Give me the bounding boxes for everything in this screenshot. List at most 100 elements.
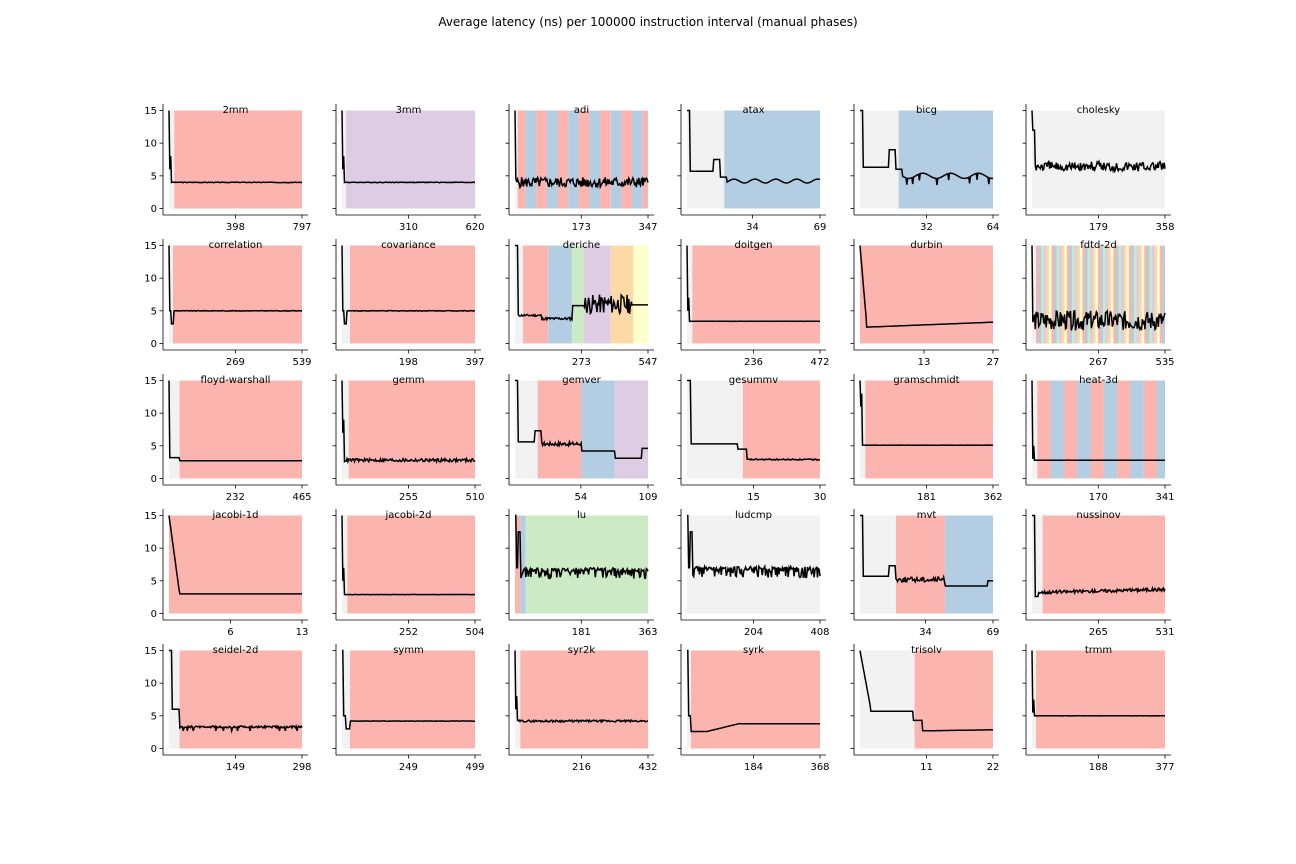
subplot-jacobi-2d: 252 504 jacobi-2d <box>332 509 485 638</box>
phase-band <box>349 650 475 749</box>
phase-band <box>536 110 547 209</box>
subplot-title: correlation <box>209 240 263 251</box>
phase-band <box>584 245 611 344</box>
phase-band <box>1077 245 1080 344</box>
x-tick-label: 30 <box>814 492 827 503</box>
series-line <box>860 514 993 587</box>
y-tick-label: 0 <box>151 339 157 350</box>
phase-band <box>520 650 648 749</box>
phase-band <box>515 110 518 209</box>
phase-band <box>1056 245 1060 344</box>
phase-band <box>1105 245 1109 344</box>
phase-band <box>742 380 820 479</box>
series-line <box>859 650 993 732</box>
x-tick-label: 298 <box>292 762 311 773</box>
subplot-covariance: 198 397 covariance <box>332 239 485 368</box>
phase-band <box>1032 380 1038 479</box>
subplot-adi: 173 347 adi <box>505 104 658 233</box>
x-tick-label: 377 <box>1155 762 1174 773</box>
series-line <box>341 380 476 465</box>
phase-band <box>174 110 302 209</box>
phase-band <box>515 245 523 344</box>
phase-band <box>600 110 611 209</box>
phase-band <box>860 110 899 209</box>
x-tick-label: 64 <box>987 222 1000 233</box>
phase-band <box>568 110 579 209</box>
phase-band <box>1046 245 1049 344</box>
x-tick-label: 181 <box>917 492 936 503</box>
series-line <box>168 380 302 462</box>
phase-band <box>1144 245 1147 344</box>
subplot-title: cholesky <box>1077 105 1121 116</box>
x-tick-label: 69 <box>987 627 1000 638</box>
y-tick-label: 15 <box>144 511 157 522</box>
phase-band <box>1108 245 1111 344</box>
x-tick-label: 188 <box>1089 762 1108 773</box>
phase-band <box>342 650 350 749</box>
series-line <box>1031 245 1166 332</box>
x-tick-label: 269 <box>226 357 245 368</box>
phase-band <box>1087 245 1091 344</box>
series-line <box>515 514 649 580</box>
x-tick-label: 204 <box>744 627 763 638</box>
subplot-lu: 181 363 lu <box>505 509 658 638</box>
phase-band <box>169 650 180 749</box>
phase-band <box>1066 245 1070 344</box>
subplot-trisolv: 11 22 trisolv <box>850 644 999 773</box>
figure-title: Average latency (ns) per 100000 instruct… <box>438 15 858 29</box>
y-tick-label: 0 <box>151 609 157 620</box>
subplot-heat-3d: 170 341 heat-3d <box>1022 374 1175 503</box>
phase-band <box>342 245 350 344</box>
phase-band <box>1100 245 1104 344</box>
x-tick-label: 255 <box>399 492 418 503</box>
subplot-symm: 249 499 symm <box>332 644 485 773</box>
phase-band <box>687 380 743 479</box>
phase-band <box>1110 245 1114 344</box>
x-tick-label: 620 <box>465 222 484 233</box>
phase-band <box>1123 245 1127 344</box>
subplot-title: jacobi-2d <box>385 510 432 521</box>
phase-band <box>610 110 622 209</box>
x-tick-label: 15 <box>747 492 760 503</box>
x-tick-label: 184 <box>744 762 763 773</box>
x-tick-label: 69 <box>814 222 827 233</box>
phase-band <box>1117 380 1131 479</box>
phase-band <box>1035 650 1165 749</box>
phase-band <box>1103 380 1118 479</box>
subplot-title: trmm <box>1085 645 1112 656</box>
x-tick-label: 547 <box>638 357 657 368</box>
subplot-mvt: 34 69 mvt <box>850 509 1000 638</box>
x-tick-label: 32 <box>920 222 933 233</box>
phase-band <box>1118 245 1122 344</box>
x-tick-label: 27 <box>987 357 1000 368</box>
phase-band <box>525 515 648 614</box>
x-tick-label: 531 <box>1155 627 1174 638</box>
phase-band <box>522 245 549 344</box>
x-tick-label: 11 <box>920 762 933 773</box>
phase-band <box>548 245 573 344</box>
x-tick-label: 398 <box>226 222 245 233</box>
phase-band <box>1061 245 1065 344</box>
subplot-title: atax <box>742 105 764 116</box>
x-tick-label: 236 <box>744 357 763 368</box>
phase-band <box>1074 245 1078 344</box>
x-tick-label: 499 <box>465 762 484 773</box>
y-tick-label: 10 <box>144 409 157 420</box>
phase-band <box>515 650 521 749</box>
phase-band <box>1136 245 1140 344</box>
phase-band <box>614 380 648 479</box>
subplot-fdtd-2d: 267 535 fdtd-2d <box>1022 239 1175 368</box>
x-tick-label: 358 <box>1155 222 1174 233</box>
series-line <box>515 379 648 459</box>
phase-band <box>687 515 820 614</box>
subplot-title: doitgen <box>734 240 772 251</box>
phase-band <box>342 515 348 614</box>
x-tick-label: 362 <box>983 492 1002 503</box>
y-tick-label: 15 <box>144 241 157 252</box>
x-tick-label: 797 <box>292 222 311 233</box>
subplot-title: gramschmidt <box>893 375 959 386</box>
subplot-gramschmidt: 181 362 gramschmidt <box>850 374 1003 503</box>
x-tick-label: 34 <box>746 222 759 233</box>
phase-band <box>517 110 526 209</box>
subplot-2mm: 0 5 10 15 398 797 2mm <box>144 104 312 233</box>
